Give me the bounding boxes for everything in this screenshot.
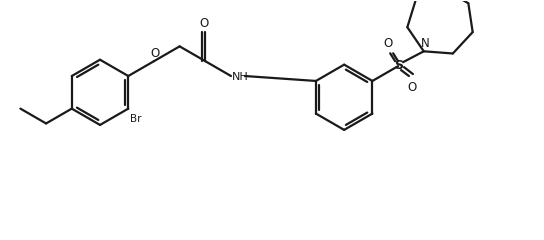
Text: S: S [394, 59, 404, 72]
Text: N: N [421, 37, 429, 50]
Text: NH: NH [232, 72, 249, 82]
Text: O: O [150, 47, 159, 60]
Text: O: O [407, 81, 417, 94]
Text: O: O [384, 37, 393, 50]
Text: O: O [200, 17, 209, 30]
Text: Br: Br [130, 114, 142, 124]
